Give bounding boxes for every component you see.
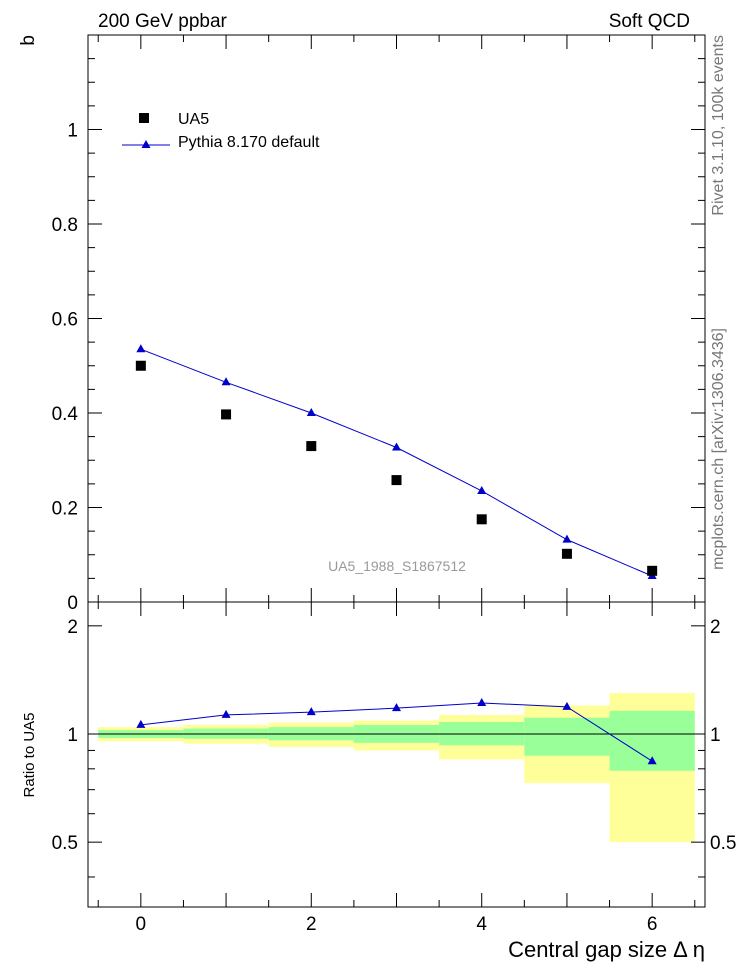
x-tick-label: 2 — [306, 914, 317, 935]
ratio-y-axis-label: Ratio to UA5 — [21, 712, 38, 797]
mc-line — [140, 348, 653, 577]
ratio-frame — [87, 601, 706, 908]
ua5-point — [135, 360, 146, 371]
mc-point — [306, 408, 316, 416]
ua5-point — [306, 441, 317, 452]
mc-point — [477, 485, 487, 494]
x-axis-label: Central gap size Δ η — [508, 937, 705, 962]
rivet-label: Rivet 3.1.10, 100k events — [710, 35, 727, 216]
ratio-mc-point — [477, 697, 487, 706]
legend: UA5 Pythia 8.170 default — [122, 111, 320, 151]
watermark: UA5_1988_S1867512 — [328, 558, 466, 574]
ratio-mc-point — [647, 756, 657, 765]
main-panel: UA5_1988_S1867512 0 0.2 0.4 0.6 0.8 1 b UA5 P… — [18, 34, 706, 614]
ua5-point — [391, 475, 402, 486]
ratio-mc-point — [306, 707, 316, 716]
x-tick-label: 6 — [647, 914, 658, 935]
ua5-point — [221, 409, 232, 420]
main-y-tick-label: 0 — [67, 593, 78, 614]
mc-point — [221, 377, 231, 386]
main-y-tick-label: 1 — [67, 121, 78, 142]
mc-point — [136, 344, 146, 353]
ratio-y-tick-label-right: 1 — [710, 725, 721, 746]
ratio-y-tick-label-right: 0.5 — [710, 833, 736, 854]
main-y-tick-label: 0.8 — [52, 215, 78, 236]
legend-marker-ua5 — [139, 113, 149, 123]
ratio-mc-point — [221, 709, 231, 718]
ratio-band-stat — [524, 717, 610, 756]
main-y-axis-label: b — [18, 35, 39, 46]
ratio-y-tick-label-left: 0.5 — [52, 833, 78, 854]
main-y-tick-label: 0.4 — [52, 404, 79, 425]
header-right-label: Soft QCD — [609, 11, 690, 32]
ratio-y-tick-label-left: 2 — [67, 617, 78, 638]
x-tick-label: 0 — [136, 914, 147, 935]
ratio-mc-point — [136, 719, 146, 728]
mc-point — [562, 534, 572, 543]
main-y-tick-label: 0.2 — [52, 499, 78, 520]
ratio-panel: 0.5 0.5 1 1 2 2 0 2 4 6 Ratio to UA5 Central gap … — [21, 601, 736, 962]
mc-point — [392, 442, 401, 451]
x-tick-label: 4 — [476, 914, 487, 935]
ratio-mc-point — [392, 703, 401, 712]
legend-label-mc: Pythia 8.170 default — [178, 134, 320, 151]
header-left-label: 200 GeV ppbar — [98, 11, 228, 32]
ua5-point — [476, 514, 487, 525]
ratio-mc-point — [562, 701, 572, 710]
ua5-point — [647, 565, 658, 576]
main-y-tick-label: 0.6 — [52, 310, 78, 331]
legend-label-ua5: UA5 — [178, 111, 209, 128]
legend-marker-mc — [141, 140, 151, 148]
mcplots-label: mcplots.cern.ch [arXiv:1306.3436] — [710, 328, 727, 570]
ua5-point — [561, 548, 572, 559]
ratio-y-tick-label-left: 1 — [67, 725, 78, 746]
ratio-y-tick-label-right: 2 — [710, 617, 721, 638]
